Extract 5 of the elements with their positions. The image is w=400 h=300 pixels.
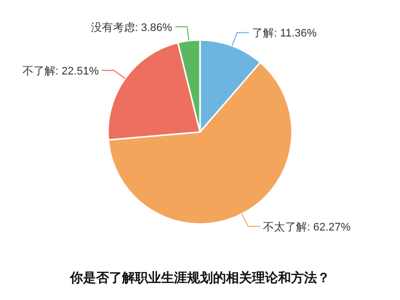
slice-label: 不太了解: 62.27%	[263, 220, 351, 234]
slice-label: 了解: 11.36%	[252, 28, 317, 40]
slice-label: 不了解: 22.51%	[22, 65, 100, 78]
text: 你是否了解职业生涯规划的相关理论和方法？	[69, 270, 330, 286]
slice-label: 没有考虑: 3.86%	[90, 20, 172, 34]
